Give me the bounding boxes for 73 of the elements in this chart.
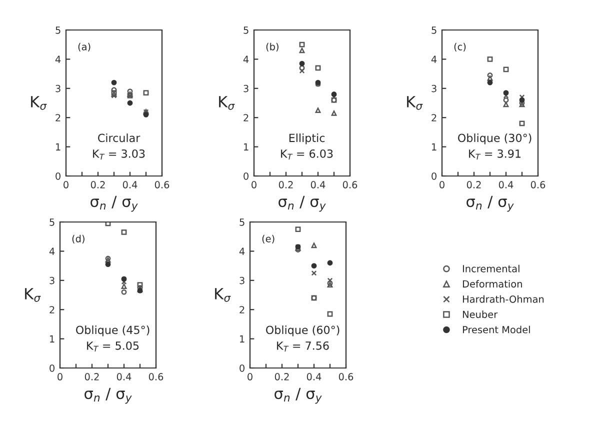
y-tick-label: 0 (240, 364, 244, 372)
y-tick-label: 5 (244, 26, 248, 34)
y-tick-label: 3 (56, 84, 60, 92)
y-tick-label: 4 (49, 248, 55, 255)
y-tick-label: 5 (56, 26, 60, 34)
y-tick-label: 5 (50, 218, 54, 226)
y-tick-label: 4 (55, 56, 61, 63)
annotation: Oblique (60°) K$_{T}$ = 7.56 (266, 326, 340, 352)
x-tick-label: 0.2 (274, 373, 289, 380)
x-tick-label: 0.2 (278, 181, 293, 188)
x-tick-label: 0 (64, 181, 68, 188)
x-tick-label: 0 (252, 181, 256, 188)
y-tick-label: 1 (50, 335, 54, 342)
x-tick-label: 0.6 (154, 181, 170, 188)
y-tick-label: 0 (244, 172, 248, 180)
y-tick-label: 1 (244, 143, 248, 150)
legend-label: Present Model (462, 326, 530, 334)
y-tick-label: 0 (432, 172, 436, 180)
x-tick-label: 0.2 (466, 181, 481, 188)
y-tick-label: 1 (240, 335, 244, 342)
legend-label: Incremental (462, 264, 520, 272)
y-tick-label: 0 (50, 364, 54, 372)
y-tick-label: 4 (243, 56, 249, 63)
legend-label: Deformation (462, 280, 522, 288)
y-tick-label: 5 (240, 218, 244, 226)
y-tick-label: 4 (431, 56, 437, 63)
legend-label: Neuber (462, 310, 498, 318)
x-tick-label: 0 (440, 181, 444, 188)
y-tick-label: 2 (240, 306, 244, 314)
x-tick-label: 0.6 (530, 181, 546, 188)
annotation: Oblique (45°) K$_{T}$ = 5.05 (76, 326, 150, 352)
x-tick-label: 0.4 (116, 373, 132, 380)
annotation: (c) (454, 42, 466, 52)
y-tick-label: 4 (239, 248, 245, 255)
y-tick-label: 3 (432, 84, 436, 92)
x-axis-title: σ$_{n}$ / σ$_{y}$ (466, 196, 514, 212)
annotation: Elliptic K$_{T}$ = 6.03 (281, 134, 333, 160)
x-tick-label: 0.4 (306, 373, 322, 380)
y-tick-label: 2 (432, 114, 436, 122)
x-tick-label: 0.6 (148, 373, 164, 380)
annotation: Circular K$_{T}$ = 3.03 (93, 134, 145, 160)
y-tick-label: 2 (244, 114, 248, 122)
y-tick-label: 3 (244, 84, 248, 92)
annotation: (d) (72, 234, 84, 244)
y-tick-label: 2 (56, 114, 60, 122)
x-tick-label: 0.6 (338, 373, 354, 380)
annotation: (b) (266, 42, 278, 52)
x-tick-label: 0.4 (310, 181, 326, 188)
x-axis-title: σ$_{n}$ / σ$_{y}$ (274, 388, 322, 404)
x-axis-title: σ$_{n}$ / σ$_{y}$ (90, 196, 138, 212)
y-tick-label: 3 (50, 276, 54, 284)
annotation: (a) (78, 42, 90, 52)
annotation: Oblique (30°) K$_{T}$ = 3.91 (458, 134, 532, 160)
x-tick-label: 0.2 (84, 373, 99, 380)
y-axis-title: K$_{σ}$ (25, 288, 41, 302)
y-tick-label: 1 (56, 143, 60, 150)
y-tick-label: 5 (432, 26, 436, 34)
y-axis-title: K$_{σ}$ (31, 96, 47, 110)
y-axis-title: K$_{σ}$ (407, 96, 423, 110)
x-tick-label: 0.6 (342, 181, 358, 188)
legend-label: Hardrath-Ohman (462, 295, 544, 303)
annotation: (e) (262, 234, 274, 244)
y-tick-label: 3 (240, 276, 244, 284)
y-axis-title: K$_{σ}$ (215, 288, 231, 302)
y-tick-label: 0 (56, 172, 60, 180)
y-tick-label: 1 (432, 143, 436, 150)
x-tick-label: 0.4 (122, 181, 138, 188)
y-axis-title: K$_{σ}$ (219, 96, 235, 110)
x-axis-title: σ$_{n}$ / σ$_{y}$ (84, 388, 132, 404)
x-axis-title: σ$_{n}$ / σ$_{y}$ (278, 196, 326, 212)
y-tick-label: 2 (50, 306, 54, 314)
x-tick-label: 0.4 (498, 181, 514, 188)
x-tick-label: 0.2 (90, 181, 105, 188)
